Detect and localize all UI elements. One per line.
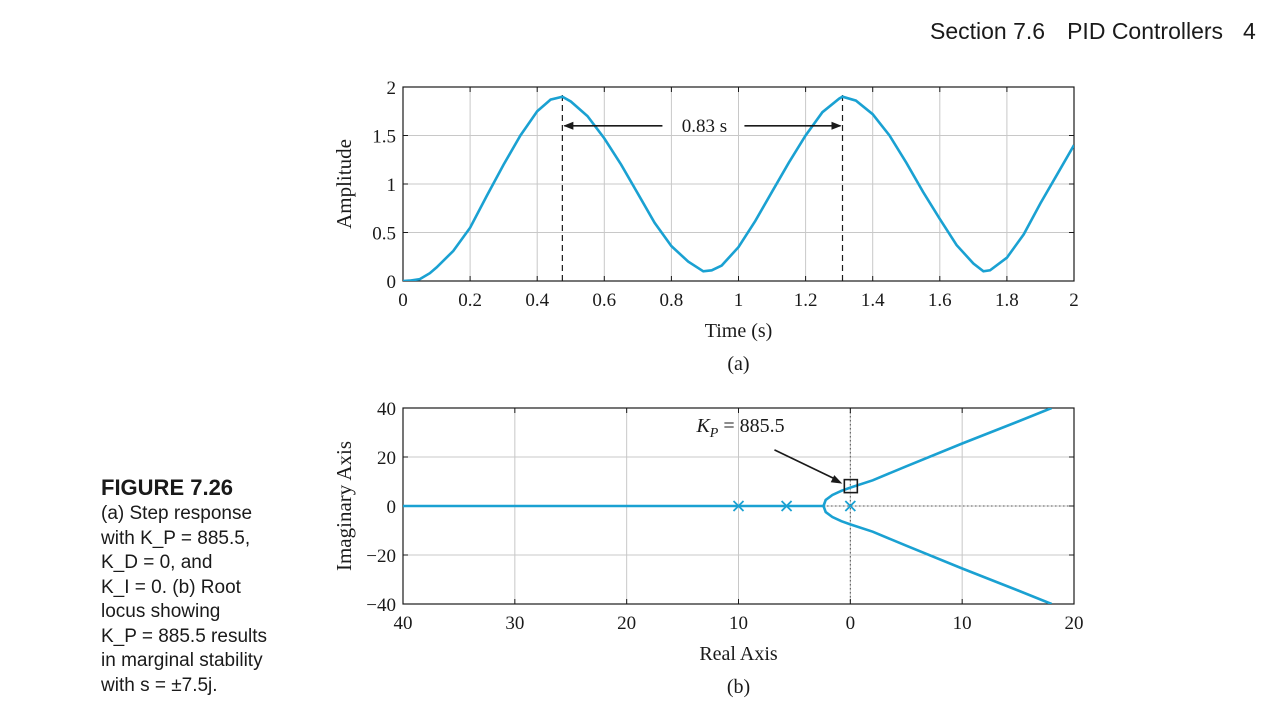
- y-tick-label: 0: [387, 272, 397, 293]
- arrowhead-right: [831, 121, 842, 130]
- x-tick-label: 1.8: [995, 290, 1019, 311]
- x-tick-label: 1: [734, 290, 744, 311]
- y-tick-label: 40: [377, 399, 396, 420]
- running-header: Section 7.6 PID Controllers 4: [930, 18, 1280, 45]
- interval-annotation-label: 0.83 s: [682, 116, 727, 137]
- y-tick-label: 1.5: [372, 127, 396, 148]
- pole-marker: [844, 500, 856, 512]
- x-tick-label: 10: [953, 613, 972, 634]
- gain-annotation-arrowhead: [830, 475, 843, 484]
- y-tick-label: 20: [377, 448, 396, 469]
- x-tick-label: 2: [1069, 290, 1079, 311]
- x-tick-label: 0: [398, 290, 408, 311]
- caption-line: (a) Step response: [101, 503, 253, 524]
- y-axis-label: Amplitude: [332, 139, 356, 229]
- figure-caption: FIGURE 7.26 (a) Step response with K_P =…: [101, 474, 301, 698]
- caption-line: locus showing: [101, 601, 221, 622]
- series-line: [822, 505, 1053, 604]
- figure-label: FIGURE 7.26: [101, 475, 234, 500]
- x-axis-label: Time (s): [705, 320, 773, 342]
- x-tick-label: 10: [729, 613, 748, 634]
- pole-marker: [732, 500, 745, 512]
- y-tick-label: 1: [387, 175, 397, 196]
- x-tick-label: 1.4: [861, 290, 885, 311]
- pole-marker-stroke: [844, 500, 856, 512]
- x-tick-label: 0.4: [525, 290, 549, 311]
- x-tick-label: 20: [617, 613, 636, 634]
- caption-line: K_D = 0, and: [101, 552, 213, 573]
- section-title: PID Controllers: [1067, 18, 1224, 44]
- page-number: 4: [1243, 18, 1256, 44]
- y-axis-label: Imaginary Axis: [332, 441, 356, 571]
- pole-marker: [780, 500, 793, 512]
- series-line: [822, 408, 1053, 507]
- x-tick-label: 0.2: [458, 290, 482, 311]
- gain-annotation-label: KP = 885.5: [695, 415, 784, 441]
- caption-line: with K_P = 885.5,: [101, 527, 251, 549]
- gain-annotation-arrow: [774, 449, 837, 481]
- section-label: Section 7.6: [930, 18, 1046, 44]
- pole-marker-stroke: [780, 500, 793, 512]
- x-axis-label: Real Axis: [699, 643, 778, 665]
- panel-label: (b): [727, 676, 750, 698]
- arrowhead-left: [563, 121, 574, 130]
- y-tick-label: 0.5: [372, 224, 396, 245]
- x-tick-label: 0.8: [660, 290, 684, 311]
- y-tick-label: −40: [366, 595, 396, 616]
- x-tick-label: 40: [394, 613, 413, 634]
- caption-line: K_P = 885.5 results: [101, 625, 268, 647]
- operating-point-marker: [843, 478, 859, 494]
- caption-line: in marginal stability: [101, 650, 263, 671]
- x-tick-label: 20: [1065, 613, 1084, 634]
- x-tick-label: 0.6: [592, 290, 616, 311]
- caption-line: K_I = 0. (b) Root: [101, 576, 241, 598]
- x-tick-label: 0: [846, 613, 856, 634]
- pole-marker-stroke: [732, 500, 745, 512]
- panel-label: (a): [727, 353, 749, 375]
- x-tick-label: 1.6: [928, 290, 952, 311]
- y-tick-label: −20: [366, 546, 396, 567]
- y-tick-label: 0: [387, 497, 397, 518]
- series-line: [403, 95, 1074, 281]
- x-tick-label: 1.2: [794, 290, 818, 311]
- x-tick-label: 30: [505, 613, 524, 634]
- y-tick-label: 2: [387, 78, 397, 99]
- caption-line: with s = ±7.5j.: [101, 674, 218, 696]
